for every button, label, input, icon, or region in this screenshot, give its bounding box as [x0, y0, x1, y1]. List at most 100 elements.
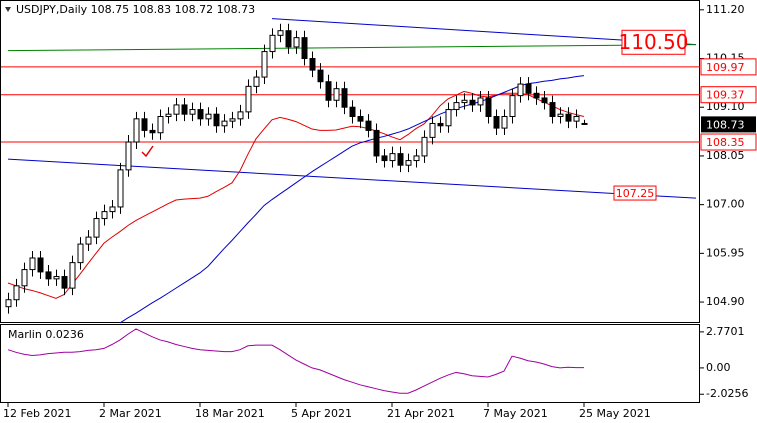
candle-body — [509, 95, 516, 118]
candle-body — [533, 92, 540, 99]
level-label: 108.35 — [706, 136, 745, 149]
x-tick-label: 7 May 2021 — [483, 407, 548, 420]
candle-body — [165, 113, 172, 118]
price-label-box — [701, 116, 756, 133]
candle-body — [45, 271, 52, 280]
candle-body — [141, 118, 148, 131]
candle-body — [221, 120, 228, 127]
candle-body — [13, 285, 20, 301]
candle-body — [381, 155, 388, 162]
x-tick-label: 2 Mar 2021 — [99, 407, 162, 420]
chart-title: USDJPY,Daily 108.75 108.83 108.72 108.73 — [16, 3, 255, 16]
candle-body — [117, 169, 124, 208]
level-label: 109.97 — [706, 61, 745, 74]
candle-body — [285, 30, 292, 48]
trend-line — [7, 158, 697, 199]
candle-body — [197, 109, 204, 120]
indicator-line — [7, 328, 585, 394]
indicator-panel — [0, 324, 700, 403]
y-tick-label: -2.0256 — [706, 387, 748, 400]
y-tick-label: 0.00 — [706, 361, 731, 374]
candle-body — [461, 99, 468, 104]
candle-body — [365, 120, 372, 131]
annotation-box — [621, 29, 686, 55]
candle-body — [493, 116, 500, 129]
y-tick-label: 2.7701 — [706, 325, 745, 338]
candle-body — [29, 257, 36, 271]
candle-body — [581, 122, 588, 125]
candle-body — [525, 83, 532, 94]
candle-body — [213, 113, 220, 127]
candle-body — [253, 76, 260, 87]
candle-body — [85, 236, 92, 245]
candle-body — [149, 129, 156, 134]
candle-body — [565, 113, 572, 122]
candle-body — [437, 122, 444, 127]
y-tick-label: 105.95 — [706, 246, 745, 259]
candle-body — [245, 85, 252, 113]
candle-body — [469, 99, 476, 106]
candle-body — [301, 37, 308, 60]
candle-body — [181, 104, 188, 115]
candle-body — [309, 58, 316, 71]
candle-body — [549, 102, 556, 118]
candle-body — [413, 155, 420, 162]
candle-body — [341, 88, 348, 108]
candle-body — [373, 129, 380, 157]
candle-body — [317, 69, 324, 83]
candle-body — [517, 83, 524, 97]
candle-body — [541, 97, 548, 104]
x-tick-label: 12 Feb 2021 — [3, 407, 71, 420]
candle-body — [173, 104, 180, 115]
x-tick-label: 25 May 2021 — [579, 407, 651, 420]
candle-body — [237, 111, 244, 120]
main-panel — [0, 0, 700, 323]
candle-body — [53, 276, 60, 280]
x-tick-label: 18 Mar 2021 — [195, 407, 265, 420]
candle-body — [157, 116, 164, 134]
candle-body — [293, 37, 300, 48]
candle-body — [229, 118, 236, 122]
candle-body — [501, 116, 508, 129]
candle-body — [573, 116, 580, 122]
candle-body — [93, 218, 100, 238]
candle-body — [421, 136, 428, 157]
y-tick-label: 107.00 — [706, 198, 745, 211]
annotation-box — [613, 185, 657, 201]
candle-body — [77, 243, 84, 264]
candle-body — [21, 269, 28, 287]
candle-body — [429, 122, 436, 138]
candle-body — [357, 116, 364, 122]
level-label-box — [700, 58, 757, 76]
candle-body — [125, 141, 132, 171]
candle-body — [101, 211, 108, 220]
trend-line — [7, 44, 697, 52]
price-label: 108.73 — [706, 118, 745, 131]
candle-body — [5, 299, 12, 308]
x-tick-label: 5 Apr 2021 — [291, 407, 352, 420]
candle-body — [269, 34, 276, 53]
candle-body — [557, 113, 564, 118]
y-tick-label: 109.10 — [706, 100, 745, 113]
candle-body — [389, 153, 396, 162]
annotation: 110.50 — [619, 30, 689, 54]
candle-body — [477, 97, 484, 106]
level-label-box — [700, 86, 757, 104]
candle-body — [109, 206, 116, 213]
candle-body — [61, 276, 68, 289]
candle-body — [397, 153, 404, 166]
candle-body — [261, 51, 268, 78]
x-tick-label: 21 Apr 2021 — [387, 407, 455, 420]
annotation: 107.25 — [616, 187, 655, 200]
level-label: 109.37 — [706, 89, 745, 102]
candle-body — [333, 88, 340, 101]
candle-body — [445, 109, 452, 127]
moving-average — [119, 75, 585, 324]
candle-body — [205, 113, 212, 120]
menu-icon — [5, 7, 11, 12]
candle-body — [349, 106, 356, 118]
candle-body — [133, 118, 140, 143]
candle-body — [405, 160, 412, 166]
candle-body — [69, 262, 76, 289]
